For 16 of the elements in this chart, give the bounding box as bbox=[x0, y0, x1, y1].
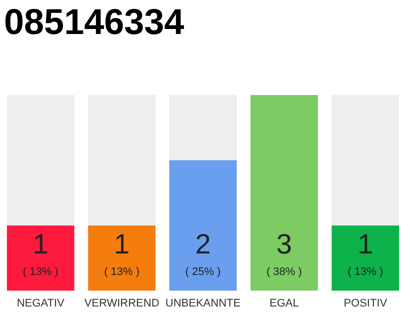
x-tick-label: VERWIRREND bbox=[84, 297, 160, 310]
x-tick-label: NEGATIV bbox=[16, 297, 65, 310]
data-label: 1 bbox=[32, 228, 48, 260]
annotation: ( 38% ) bbox=[266, 266, 302, 278]
data-label: 2 bbox=[195, 228, 211, 260]
x-tick-label: EGAL bbox=[270, 297, 299, 310]
annotation: ( 13% ) bbox=[104, 266, 140, 278]
x-tick-label: UNBEKANNTE bbox=[165, 297, 241, 310]
annotation: ( 25% ) bbox=[185, 266, 221, 278]
chart-title: 085146334 bbox=[4, 0, 184, 44]
annotation: ( 13% ) bbox=[22, 266, 58, 278]
data-label: 3 bbox=[276, 228, 292, 260]
data-label: 1 bbox=[114, 228, 130, 260]
annotation: ( 13% ) bbox=[348, 266, 384, 278]
data-label: 1 bbox=[358, 228, 374, 260]
x-tick-label: POSITIV bbox=[344, 297, 388, 310]
